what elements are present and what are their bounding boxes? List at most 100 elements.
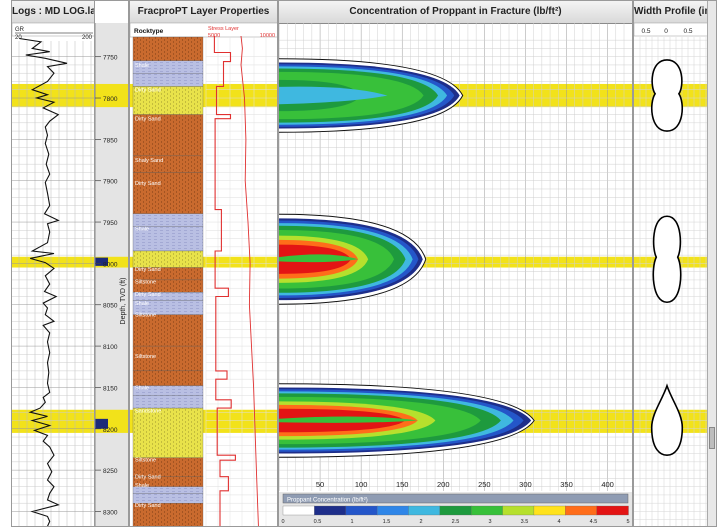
depth-marker bbox=[95, 257, 108, 266]
depth-tick-label: 8000 bbox=[103, 261, 118, 268]
rocktype-header: Rocktype bbox=[134, 28, 164, 35]
legend-tick-label: 0 bbox=[281, 519, 284, 525]
stress-curve bbox=[213, 36, 236, 526]
depth-tick-label: 7750 bbox=[103, 55, 118, 62]
legend-swatch bbox=[345, 505, 378, 516]
legend-swatch bbox=[596, 505, 629, 516]
rock-layer-label: Dirty Sand bbox=[135, 88, 161, 94]
legend-swatch bbox=[565, 505, 598, 516]
x-tick-label: 400 bbox=[601, 480, 614, 489]
rock-layer bbox=[132, 314, 204, 347]
rock-layer-label: Shale bbox=[135, 301, 149, 307]
legend-tick-label: 3.5 bbox=[521, 519, 529, 525]
layer-subheader bbox=[130, 22, 277, 38]
legend-tick-label: 3 bbox=[488, 519, 491, 525]
rock-layer-label: Siltstone bbox=[135, 354, 156, 360]
gr-scale-max: 200 bbox=[82, 35, 93, 41]
legend-swatch bbox=[282, 505, 316, 516]
rock-layer bbox=[132, 503, 204, 526]
rock-layer bbox=[132, 114, 204, 157]
legend-tick-label: 4.5 bbox=[590, 519, 598, 525]
x-tick-label: 150 bbox=[396, 480, 409, 489]
width-tick-label: 0 bbox=[664, 28, 668, 35]
rock-layer-label: Dirty Sand bbox=[135, 475, 161, 481]
depth-tick-label: 8150 bbox=[103, 385, 118, 392]
rock-layer-label: Siltstone bbox=[135, 280, 156, 286]
rock-layer-label: Dirty Sand bbox=[135, 503, 161, 509]
gr-scale-min: 20 bbox=[15, 35, 22, 41]
stress-scale-max: 10000 bbox=[260, 33, 275, 39]
fracture-edge bbox=[279, 213, 427, 305]
perforation-band bbox=[279, 256, 632, 268]
legend-swatch bbox=[408, 505, 441, 516]
concentration-panel: Concentration of Proppant in Fracture (l… bbox=[278, 0, 633, 527]
rock-layer bbox=[132, 395, 204, 409]
depth-tick-label: 7850 bbox=[103, 137, 118, 144]
gr-curve bbox=[19, 37, 68, 526]
legend-swatch bbox=[314, 505, 347, 516]
x-tick-label: 50 bbox=[316, 480, 324, 489]
rock-layer bbox=[132, 73, 204, 87]
conc-streak bbox=[279, 86, 388, 105]
legend-tick-label: 2 bbox=[419, 519, 422, 525]
fracture-1 bbox=[279, 58, 464, 133]
legend-swatch bbox=[439, 505, 472, 516]
rock-layer-label: Siltstone bbox=[135, 457, 156, 463]
x-tick-label: 200 bbox=[437, 480, 450, 489]
legend-swatch bbox=[471, 505, 504, 516]
rock-layer bbox=[132, 213, 204, 227]
vertical-scrollbar[interactable] bbox=[707, 1, 716, 526]
rock-layer-label: Dirty Sand bbox=[135, 181, 161, 187]
legend-title-bar bbox=[282, 493, 629, 504]
pressure-curve bbox=[240, 35, 259, 526]
depth-axis: 7750 7800 7850 7900 7950 8000 8050 8100 8150 8200… bbox=[95, 23, 128, 526]
perforation-band bbox=[95, 83, 128, 108]
width-profile-panel: Width Profile (in) 0.5 0 0.5 bbox=[633, 0, 717, 527]
x-tick-label: 300 bbox=[519, 480, 532, 489]
x-tick-label: 250 bbox=[478, 480, 491, 489]
logs-panel: Logs : MD LOG.las GR 20 200 bbox=[11, 0, 95, 527]
legend-swatch bbox=[533, 505, 566, 516]
fracture-edge bbox=[279, 383, 535, 458]
perforation-band bbox=[12, 256, 94, 268]
depth-axis-label: Depth, TVD (ft) bbox=[120, 278, 127, 325]
fracture-2 bbox=[279, 213, 427, 305]
perforation-band bbox=[130, 256, 277, 268]
rock-layer bbox=[132, 345, 204, 372]
rock-layer-label: Shale bbox=[135, 483, 149, 489]
rock-layer bbox=[132, 493, 204, 504]
depth-tick-label: 8100 bbox=[103, 344, 118, 351]
legend-title: Proppant Concentration (lb/ft²) bbox=[287, 498, 368, 504]
rock-layer-label: Dirty Sand bbox=[135, 117, 161, 123]
rock-layer-label: Shale bbox=[135, 385, 149, 391]
rock-layer-label: Shaly Sand bbox=[135, 158, 163, 164]
legend-tick-label: 5 bbox=[626, 519, 629, 525]
conc-streak bbox=[279, 416, 418, 423]
rock-layer-label: Dirty Sand bbox=[135, 267, 161, 273]
depth-column: 7750 7800 7850 7900 7950 8000 8050 8100 8150 8200… bbox=[95, 0, 129, 527]
legend-tick-label: 0.5 bbox=[314, 519, 322, 525]
rock-layer bbox=[132, 86, 204, 115]
depth-tick-label: 7900 bbox=[103, 179, 118, 186]
legend-swatch bbox=[376, 505, 410, 516]
stress-header: Stress Layer bbox=[208, 26, 239, 32]
perforation-band bbox=[95, 256, 128, 268]
conc-streak bbox=[279, 254, 359, 263]
scrollbar-thumb[interactable] bbox=[709, 427, 715, 449]
rock-layer-label: Shale bbox=[135, 63, 149, 69]
width-tick-label: 0.5 bbox=[683, 28, 692, 35]
rock-layer bbox=[132, 407, 204, 458]
concentration-panel-title: Concentration of Proppant in Fracture (l… bbox=[279, 1, 632, 24]
x-tick-label: 350 bbox=[560, 480, 573, 489]
rock-layer-label: Sandstone bbox=[135, 409, 161, 415]
layer-properties-panel: FracproPT Layer Properties Rocktype Stres… bbox=[129, 0, 278, 527]
width-tick-label: 0.5 bbox=[641, 28, 650, 35]
rock-layer bbox=[132, 36, 204, 61]
legend-swatch bbox=[502, 505, 535, 516]
width-profile-shape bbox=[650, 383, 684, 457]
perforation-band bbox=[12, 83, 94, 108]
depth-tick-label: 7800 bbox=[103, 96, 118, 103]
rock-layer bbox=[132, 172, 204, 214]
